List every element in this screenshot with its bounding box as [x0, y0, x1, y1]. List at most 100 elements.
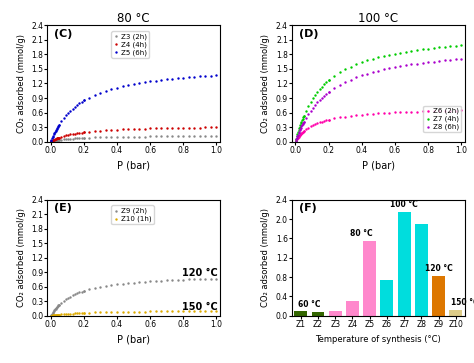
Z10 (1h)	[48, 313, 55, 319]
Z5 (6h)	[207, 73, 215, 78]
Z10 (1h)	[135, 309, 143, 314]
Z8 (6h)	[413, 61, 421, 66]
Z3 (2h)	[54, 137, 61, 143]
Z5 (6h)	[152, 78, 159, 83]
Z10 (1h)	[80, 310, 88, 316]
Z8 (6h)	[294, 132, 302, 138]
Z5 (6h)	[66, 108, 74, 114]
Z9 (2h)	[174, 277, 182, 283]
Legend: Z3 (2h), Z4 (4h), Z5 (6h): Z3 (2h), Z4 (4h), Z5 (6h)	[111, 31, 149, 58]
Z9 (2h)	[102, 283, 110, 289]
Z4 (4h)	[130, 126, 137, 132]
Z4 (4h)	[180, 125, 187, 131]
Z8 (6h)	[295, 129, 303, 135]
Z3 (2h)	[157, 134, 165, 139]
Z4 (4h)	[196, 125, 204, 130]
Z8 (6h)	[330, 85, 338, 91]
Z5 (6h)	[108, 86, 115, 92]
Z9 (2h)	[141, 279, 148, 285]
Z6 (2h)	[358, 112, 365, 118]
Z9 (2h)	[130, 280, 137, 286]
Z8 (6h)	[298, 122, 306, 128]
Z4 (4h)	[69, 131, 76, 137]
Z8 (6h)	[300, 119, 308, 125]
Bar	[346, 301, 359, 316]
Z6 (2h)	[292, 138, 300, 144]
Z10 (1h)	[191, 308, 198, 314]
Z7 (4h)	[304, 103, 312, 109]
Z7 (4h)	[293, 131, 301, 137]
Bar	[432, 276, 445, 316]
Z3 (2h)	[191, 133, 198, 139]
Z5 (6h)	[55, 122, 63, 127]
Z8 (6h)	[380, 66, 388, 72]
Z10 (1h)	[168, 308, 176, 314]
Z8 (6h)	[347, 77, 355, 82]
Z4 (4h)	[52, 136, 59, 142]
Z7 (4h)	[374, 54, 382, 60]
Z5 (6h)	[49, 134, 56, 140]
Z7 (4h)	[299, 116, 306, 122]
Z9 (2h)	[78, 289, 85, 295]
Z8 (6h)	[309, 105, 317, 110]
Z6 (2h)	[295, 133, 303, 139]
Z3 (2h)	[60, 136, 67, 142]
Z7 (4h)	[296, 124, 303, 130]
Z6 (2h)	[347, 113, 355, 119]
Bar	[415, 224, 428, 316]
Z6 (2h)	[311, 121, 319, 127]
Z4 (4h)	[80, 129, 88, 135]
Z8 (6h)	[323, 91, 330, 97]
Z9 (2h)	[51, 307, 58, 313]
Z3 (2h)	[52, 138, 59, 143]
Z8 (6h)	[298, 123, 305, 129]
Z5 (6h)	[86, 95, 93, 101]
Z9 (2h)	[108, 282, 115, 288]
Z4 (4h)	[51, 136, 59, 142]
Z9 (2h)	[60, 298, 67, 304]
Z4 (4h)	[141, 126, 148, 131]
Z4 (4h)	[113, 127, 121, 132]
Z9 (2h)	[73, 290, 81, 296]
Z6 (2h)	[325, 117, 332, 123]
Z8 (6h)	[374, 68, 382, 74]
Z7 (4h)	[408, 48, 415, 54]
Z6 (2h)	[374, 110, 382, 116]
Z8 (6h)	[320, 93, 328, 98]
Z10 (1h)	[119, 309, 127, 315]
Z4 (4h)	[152, 126, 159, 131]
Z10 (1h)	[174, 308, 182, 314]
Z5 (6h)	[119, 83, 127, 89]
Z6 (2h)	[408, 109, 415, 115]
X-axis label: P (bar): P (bar)	[117, 335, 150, 344]
Z4 (4h)	[48, 138, 55, 144]
Text: (F): (F)	[299, 203, 317, 213]
Z8 (6h)	[302, 115, 310, 121]
Z10 (1h)	[49, 313, 57, 318]
Z9 (2h)	[75, 290, 83, 295]
Z8 (6h)	[435, 58, 443, 64]
Text: (C): (C)	[55, 29, 73, 39]
Z3 (2h)	[54, 137, 62, 143]
Text: 100 °C: 100 °C	[390, 200, 418, 209]
Z10 (1h)	[73, 310, 81, 316]
Z7 (4h)	[419, 46, 426, 52]
Z6 (2h)	[298, 131, 305, 136]
Z7 (4h)	[323, 79, 330, 85]
Z6 (2h)	[385, 110, 393, 116]
Z10 (1h)	[55, 312, 63, 318]
Z9 (2h)	[86, 286, 93, 292]
Z10 (1h)	[51, 312, 59, 318]
Text: 60 °C: 60 °C	[298, 300, 320, 309]
Z10 (1h)	[66, 311, 74, 317]
Z4 (4h)	[185, 125, 192, 131]
Z10 (1h)	[54, 312, 61, 318]
Z5 (6h)	[50, 131, 57, 137]
Z4 (4h)	[80, 129, 88, 135]
Z5 (6h)	[141, 79, 148, 85]
Z5 (6h)	[52, 128, 59, 134]
Z7 (4h)	[435, 45, 443, 50]
Text: 120 °C: 120 °C	[182, 268, 218, 278]
Z8 (6h)	[297, 125, 305, 131]
Z10 (1h)	[49, 313, 56, 318]
